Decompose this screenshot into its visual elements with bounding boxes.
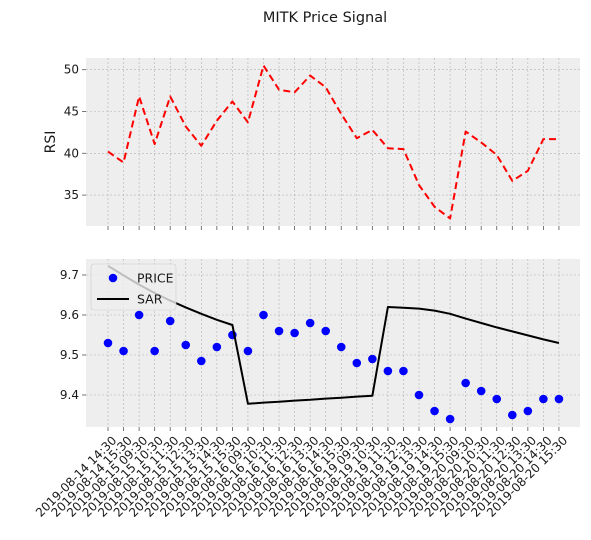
- y-tick-label: 50: [64, 63, 79, 77]
- price-point: [243, 346, 253, 356]
- price-point: [554, 394, 564, 404]
- y-tick-label: 9.5: [60, 348, 79, 362]
- price-point: [352, 358, 362, 368]
- legend-label: PRICE: [137, 271, 174, 286]
- price-point: [103, 338, 113, 348]
- price-point: [165, 316, 175, 326]
- legend: PRICE SAR: [90, 263, 177, 311]
- price-point: [399, 366, 408, 376]
- price-point: [383, 366, 393, 376]
- price-panel: 9.4 9.5 9.6 9.7 PRICE SAR: [60, 259, 580, 431]
- rsi-panel: 35 40 45 50 RSI: [43, 58, 580, 230]
- y-tick-label: 9.7: [60, 268, 79, 282]
- price-point: [445, 414, 455, 424]
- price-point: [523, 406, 533, 416]
- price-point: [134, 310, 144, 320]
- price-point: [539, 394, 548, 404]
- y-tick-label: 40: [64, 146, 79, 160]
- legend-marker-price: [108, 273, 118, 283]
- chart-title: MITK Price Signal: [263, 10, 387, 26]
- plot-background: [86, 58, 580, 226]
- y-tick-label: 9.6: [60, 308, 79, 322]
- price-point: [305, 318, 315, 328]
- y-tick-label: 9.4: [60, 388, 79, 402]
- price-point: [150, 346, 159, 356]
- price-point: [181, 340, 191, 350]
- y-tick-label: 35: [64, 188, 79, 202]
- price-point: [508, 410, 517, 420]
- legend-label: SAR: [137, 292, 163, 307]
- price-point: [259, 310, 268, 320]
- rsi-line: [107, 64, 559, 220]
- price-point: [212, 342, 222, 352]
- price-point: [368, 354, 377, 364]
- y-tick-label: 45: [64, 104, 79, 118]
- y-axis-label: RSI: [43, 131, 59, 154]
- price-point: [290, 328, 299, 338]
- price-point: [430, 406, 439, 416]
- price-point: [336, 342, 346, 352]
- price-point: [461, 378, 470, 388]
- price-point: [492, 394, 502, 404]
- price-point: [197, 356, 206, 366]
- price-point: [321, 326, 331, 336]
- price-point: [476, 386, 486, 396]
- price-point: [274, 326, 284, 336]
- price-point: [119, 346, 128, 356]
- price-point: [414, 390, 424, 400]
- sar-line: [107, 264, 560, 405]
